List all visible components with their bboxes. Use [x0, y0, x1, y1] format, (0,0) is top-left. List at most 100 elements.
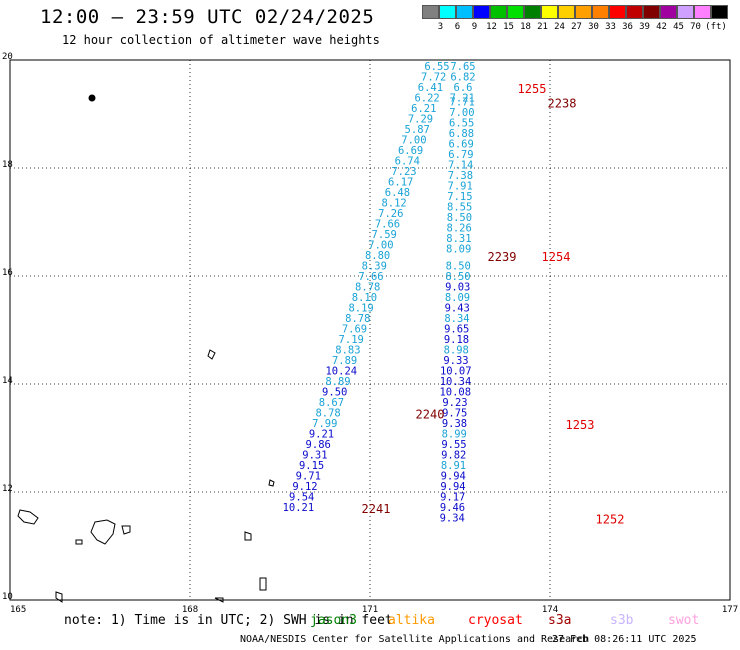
wave-height-value: 9.17	[440, 492, 465, 504]
wave-height-value: 7.23	[391, 166, 416, 178]
legend-swatch	[456, 5, 473, 19]
island	[244, 531, 252, 541]
wave-height-value: 8.83	[335, 345, 360, 357]
wave-height-value: 7.00	[449, 107, 474, 119]
wave-height-value: 7.19	[339, 334, 364, 346]
satellite-name-jason3: jason3	[310, 613, 357, 628]
wave-height-value: 8.09	[446, 244, 471, 256]
wave-height-value: 7.38	[448, 170, 473, 182]
pass-time-label: 2238	[548, 97, 577, 111]
satellite-name-s3b: s3b	[610, 613, 634, 628]
island	[75, 539, 83, 545]
wave-height-value: 8.19	[348, 303, 373, 315]
wave-height-value: 9.18	[444, 334, 469, 346]
wave-height-value: 10.34	[440, 376, 472, 388]
wave-height-value: 9.46	[440, 502, 465, 514]
wave-height-value: 8.78	[315, 408, 340, 420]
wave-height-value: 6.55	[424, 61, 449, 73]
wave-height-value: 10.21	[283, 502, 315, 514]
legend-label: 30	[588, 22, 599, 32]
wave-height-value: 9.82	[441, 450, 466, 462]
satellite-name-altika: altika	[388, 613, 435, 628]
island	[121, 525, 131, 535]
wave-height-value: 8.50	[446, 261, 471, 273]
wave-height-value: 8.80	[365, 250, 390, 262]
legend-label: 15	[503, 22, 514, 32]
legend-label: 9	[471, 22, 478, 32]
wave-height-value: 7.91	[448, 181, 473, 193]
island	[88, 94, 96, 102]
wave-height-value: 7.21	[450, 93, 475, 105]
wave-height-value: 6.79	[448, 149, 473, 161]
wave-height-value: 8.78	[345, 313, 370, 325]
wave-height-value: 10.08	[439, 387, 471, 399]
legend-swatch	[473, 5, 490, 19]
pass-time-label: 2239	[488, 250, 517, 264]
wave-height-value: 6.21	[411, 103, 436, 115]
wave-height-value: 10.07	[440, 366, 472, 378]
wave-height-value: 6.48	[385, 187, 410, 199]
wave-height-value: 6.17	[388, 177, 413, 189]
legend-label: 12	[486, 22, 497, 32]
legend-swatch	[422, 5, 439, 19]
generated-timestamp: 27 Feb 08:26:11 UTC 2025	[552, 634, 697, 645]
wave-height-value: 8.91	[441, 460, 466, 472]
wave-height-value: 7.99	[312, 418, 337, 430]
wave-height-value: 5.87	[405, 124, 430, 136]
footer-note: note: 1) Time is in UTC; 2) SWH is in fe…	[64, 613, 393, 628]
wave-height-value: 9.75	[442, 408, 467, 420]
legend-label: 42	[656, 22, 667, 32]
wave-height-value: 9.50	[322, 387, 347, 399]
wave-height-value: 6.88	[449, 128, 474, 140]
wave-height-value: 7.14	[448, 160, 473, 172]
wave-height-value: 6.69	[449, 139, 474, 151]
wave-height-value: 9.55	[441, 439, 466, 451]
island	[90, 519, 116, 545]
legend-label: 24	[554, 22, 565, 32]
pass-time-label: 1252	[596, 513, 625, 527]
map-frame	[9, 59, 731, 601]
wave-height-value: 8.12	[381, 198, 406, 210]
legend-label: 21	[537, 22, 548, 32]
wave-height-value: 9.38	[442, 418, 467, 430]
wave-height-value: 8.09	[445, 292, 470, 304]
satellite-name-swot: swot	[668, 613, 700, 628]
lon-tick-label: 168	[182, 605, 198, 615]
lat-tick-label: 10	[2, 592, 13, 602]
wave-height-value: 6.55	[449, 118, 474, 130]
satellite-name-s3a: s3a	[548, 613, 572, 628]
wave-height-value: 7.00	[368, 240, 393, 252]
wave-height-value: 8.50	[447, 212, 472, 224]
wave-height-value: 7.26	[378, 208, 403, 220]
legend-swatch	[439, 5, 456, 19]
wave-height-value: 7.00	[401, 135, 426, 147]
legend-label: 6	[454, 22, 461, 32]
wave-height-value: 9.94	[441, 471, 466, 483]
wave-height-value: 6.82	[450, 72, 475, 84]
wave-height-value: 8.99	[442, 429, 467, 441]
legend-swatch	[541, 5, 558, 19]
lat-tick-label: 20	[2, 52, 13, 62]
wave-height-value: 9.34	[440, 513, 465, 525]
wave-height-value: 9.33	[443, 355, 468, 367]
legend-swatch	[609, 5, 626, 19]
legend-swatch	[677, 5, 694, 19]
wave-height-value: 7.59	[372, 229, 397, 241]
wave-height-value: 6.74	[395, 156, 420, 168]
legend-label: 27	[571, 22, 582, 32]
legend-label: 70	[690, 22, 701, 32]
legend-label: 36	[622, 22, 633, 32]
island	[259, 577, 267, 591]
wave-height-value: 8.31	[446, 233, 471, 245]
wave-height-value: 9.12	[292, 481, 317, 493]
wave-height-value: 7.72	[421, 72, 446, 84]
wave-height-value: 9.21	[309, 429, 334, 441]
pass-time-label: 1255	[518, 82, 547, 96]
island	[268, 479, 275, 487]
wave-height-value: 7.15	[447, 191, 472, 203]
legend-swatch	[626, 5, 643, 19]
island	[214, 597, 224, 603]
island	[55, 591, 63, 603]
wave-height-value: 9.23	[442, 397, 467, 409]
